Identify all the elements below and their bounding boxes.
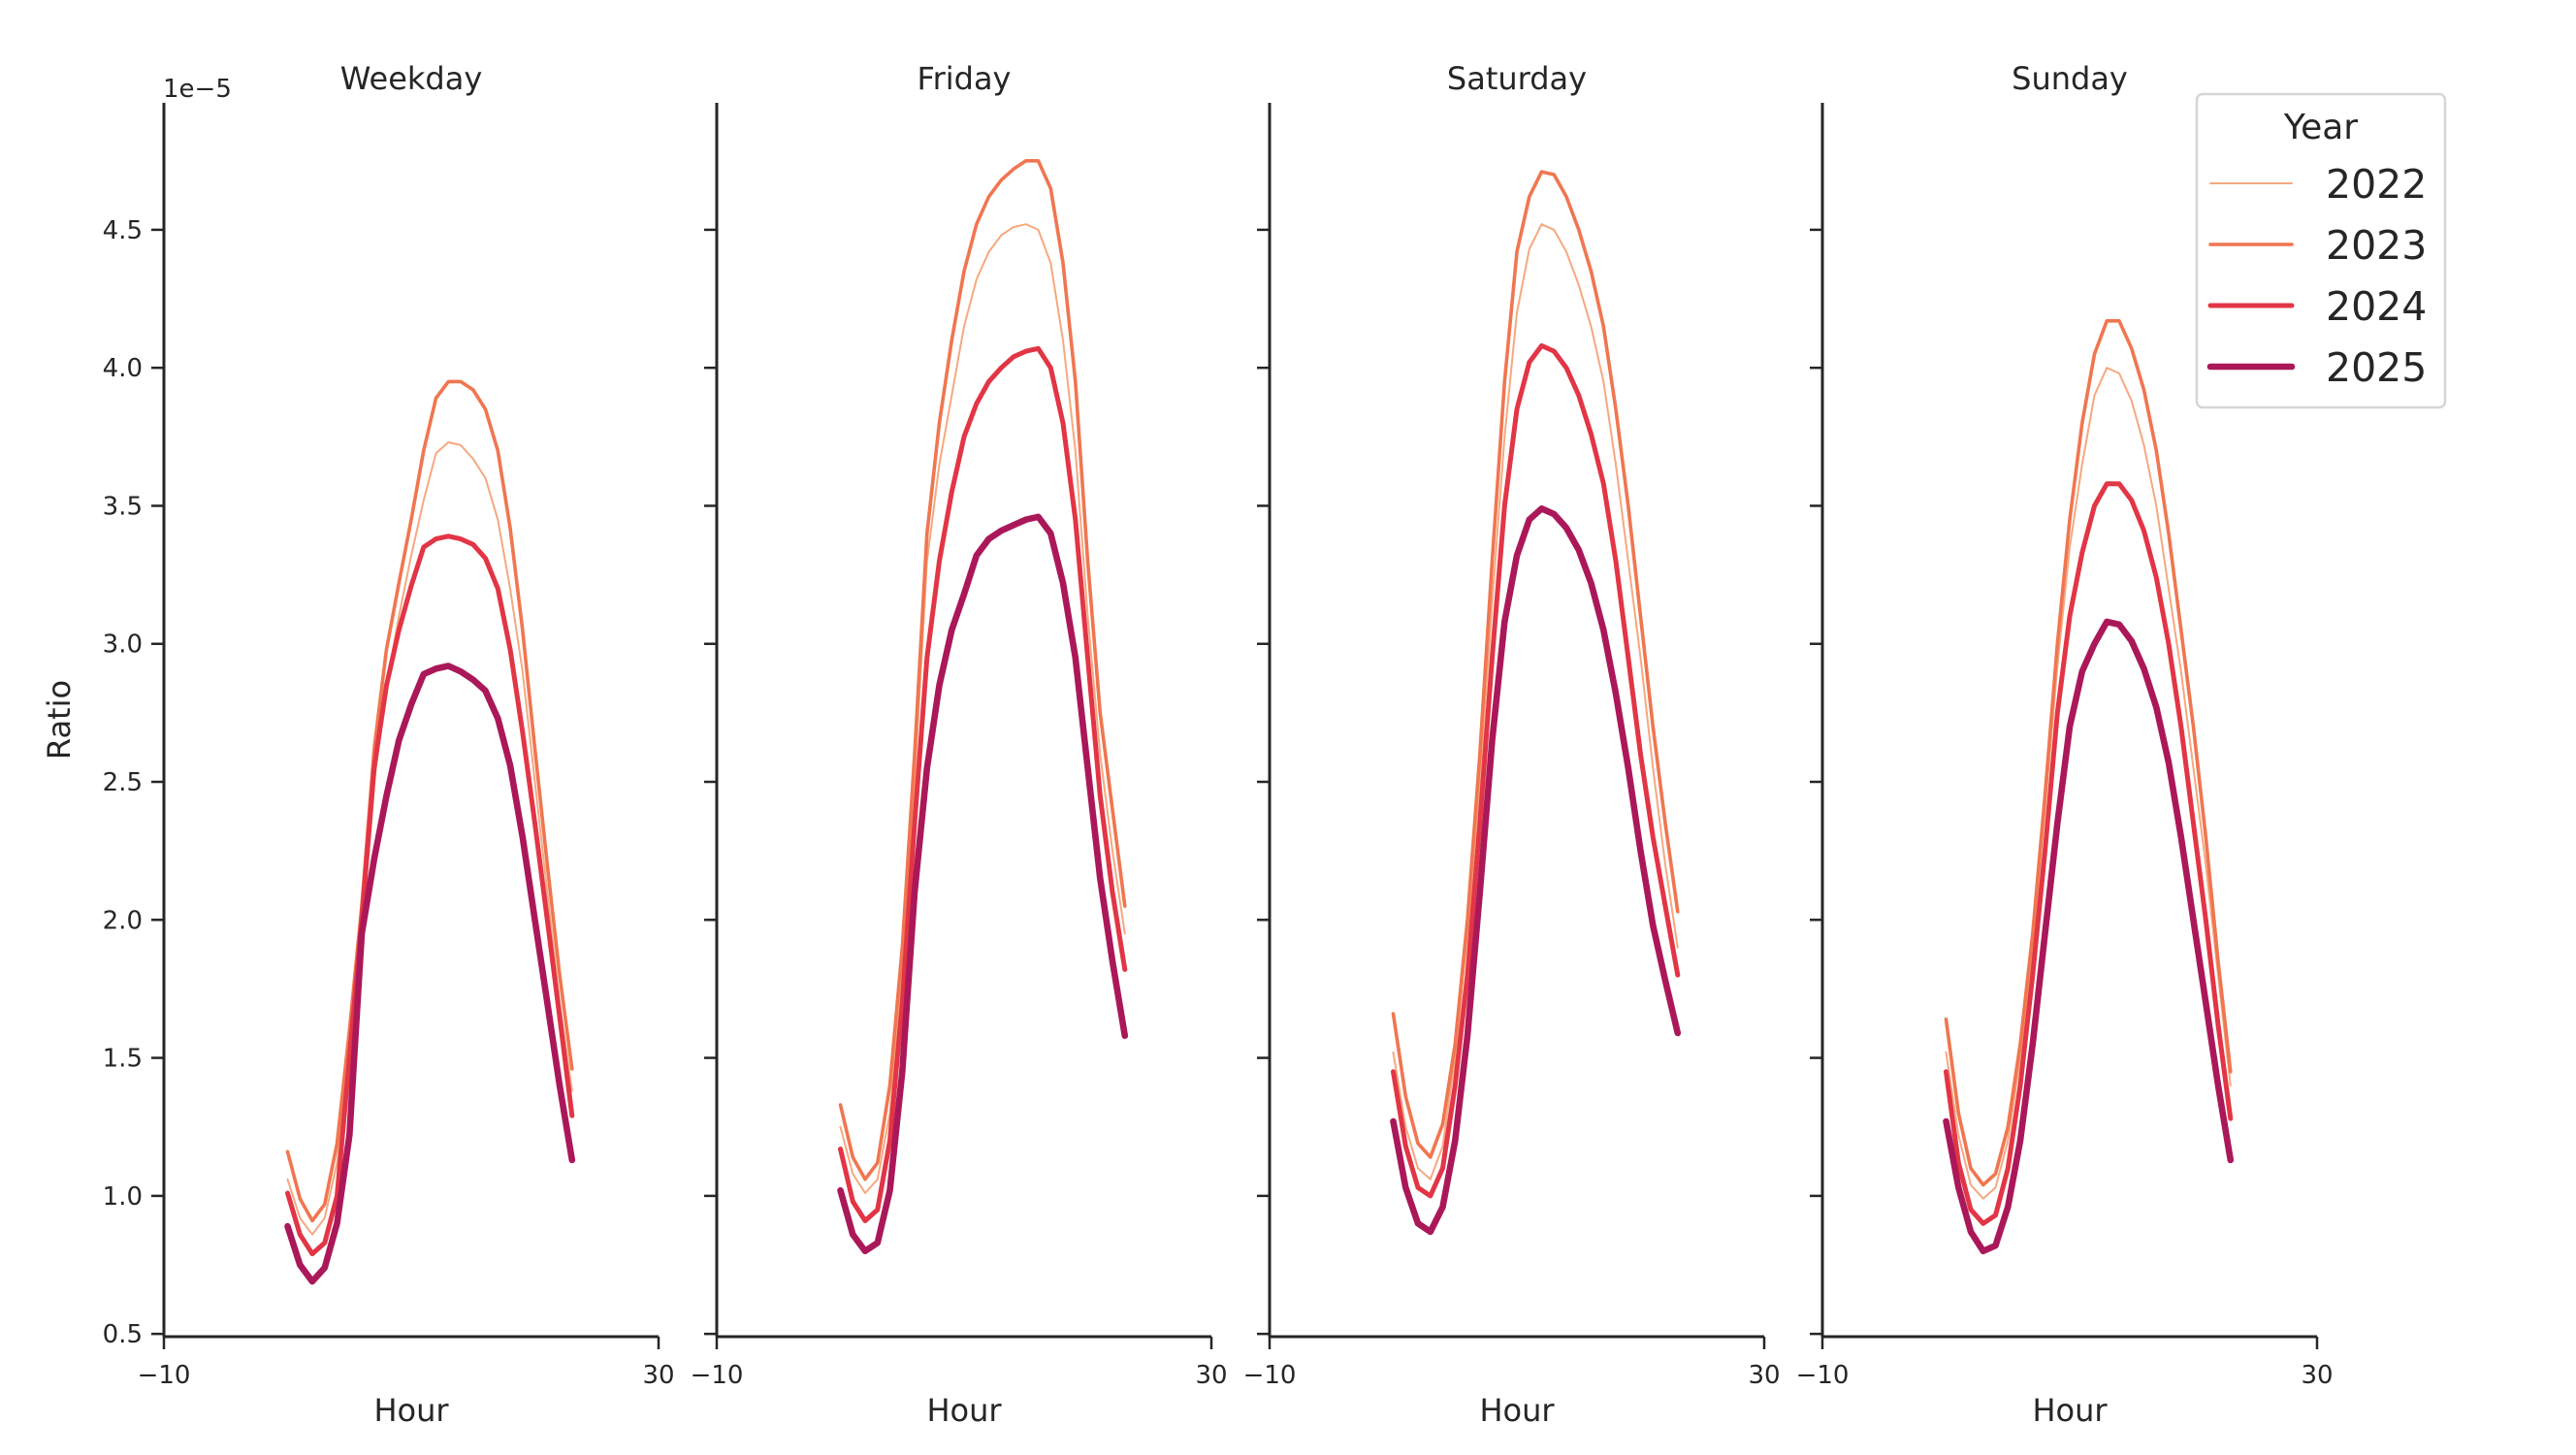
- x-axis-label: Hour: [2032, 1392, 2108, 1429]
- x-tick-label: 30: [642, 1361, 674, 1390]
- series-line-2024: [285, 534, 575, 1257]
- y-tick-label: 2.5: [103, 768, 143, 797]
- y-tick-label: 0.5: [103, 1320, 143, 1349]
- x-tick-label: 30: [1748, 1361, 1780, 1390]
- series-line-2024: [1391, 342, 1681, 1199]
- panel-title: Saturday: [1447, 60, 1587, 97]
- series-line-2022: [839, 223, 1126, 1194]
- x-tick-label: 30: [2301, 1361, 2333, 1390]
- panel-title: Sunday: [2012, 60, 2128, 97]
- y-tick-label: 3.5: [103, 492, 143, 521]
- x-tick-label: −10: [138, 1361, 191, 1390]
- y-axis-label: Ratio: [41, 680, 78, 760]
- legend-label: 2022: [2326, 161, 2427, 208]
- x-tick-label: 30: [1195, 1361, 1227, 1390]
- x-axis-label: Hour: [1479, 1392, 1555, 1429]
- y-tick-label: 2.0: [103, 906, 143, 935]
- x-axis-label: Hour: [373, 1392, 449, 1429]
- series-line-2025: [837, 513, 1129, 1255]
- series-line-2022: [1392, 223, 1679, 1180]
- series-line-2023: [285, 379, 574, 1223]
- series-line-2024: [1944, 481, 2234, 1226]
- legend-label: 2024: [2326, 283, 2427, 330]
- series-line-2023: [1391, 170, 1680, 1159]
- y-tick-label: 1.5: [103, 1045, 143, 1074]
- series-line-2023: [1944, 318, 2233, 1187]
- series-line-2025: [1390, 504, 1682, 1236]
- series-line-2025: [284, 663, 576, 1285]
- legend-title: Year: [2283, 108, 2358, 147]
- y-tick-label: 4.5: [103, 216, 143, 245]
- y-tick-label: 1.0: [103, 1182, 143, 1212]
- series-line-2024: [838, 345, 1128, 1223]
- series-line-2022: [1945, 367, 2232, 1200]
- panel-title: Friday: [918, 60, 1012, 97]
- y-tick-label: 3.0: [103, 630, 143, 660]
- y-offset-text: 1e−5: [163, 75, 232, 104]
- series-line-2023: [838, 159, 1127, 1181]
- legend-box: [2195, 92, 2447, 409]
- x-axis-label: Hour: [926, 1392, 1002, 1429]
- legend-label: 2023: [2326, 222, 2427, 269]
- legend-label: 2025: [2326, 344, 2427, 391]
- x-tick-label: −10: [1796, 1361, 1850, 1390]
- x-tick-label: −10: [691, 1361, 744, 1390]
- panel-title: Weekday: [340, 60, 483, 97]
- series-line-2025: [1943, 618, 2235, 1255]
- y-tick-label: 4.0: [103, 354, 143, 383]
- series-line-2022: [286, 441, 573, 1236]
- x-tick-label: −10: [1243, 1361, 1297, 1390]
